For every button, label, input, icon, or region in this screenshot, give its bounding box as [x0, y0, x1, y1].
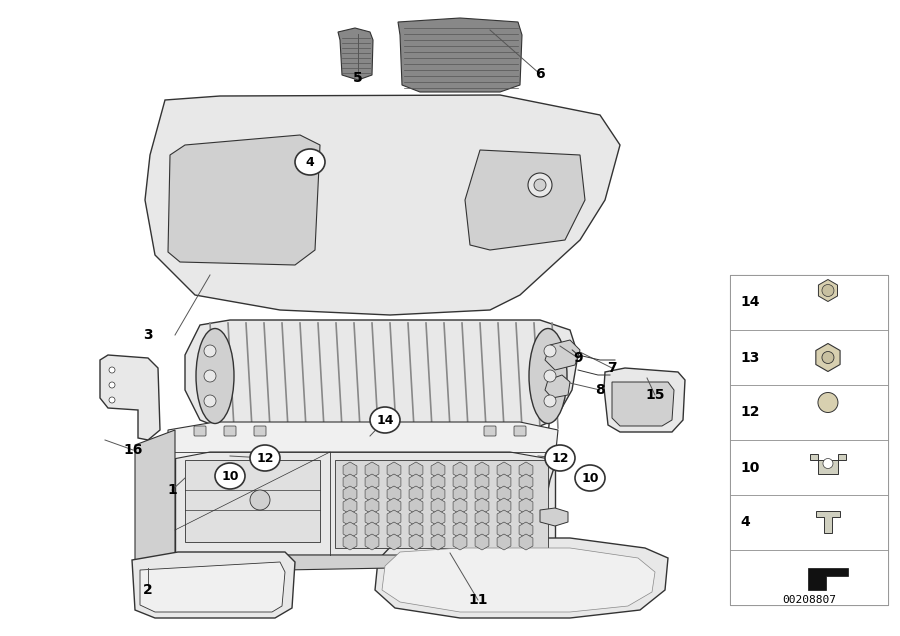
- Text: 1: 1: [167, 483, 177, 497]
- Bar: [730, 495, 888, 550]
- Text: 9: 9: [573, 351, 583, 365]
- Bar: [730, 385, 888, 440]
- Circle shape: [822, 352, 834, 364]
- Text: 2: 2: [143, 583, 153, 597]
- Circle shape: [204, 370, 216, 382]
- Ellipse shape: [370, 407, 400, 433]
- Polygon shape: [168, 135, 320, 265]
- Bar: [730, 275, 888, 330]
- Text: 10: 10: [740, 460, 760, 474]
- Polygon shape: [185, 460, 320, 542]
- Polygon shape: [140, 562, 285, 612]
- Polygon shape: [175, 430, 555, 555]
- FancyBboxPatch shape: [194, 426, 206, 436]
- Circle shape: [822, 284, 834, 296]
- Circle shape: [109, 367, 115, 373]
- Polygon shape: [545, 375, 570, 398]
- Polygon shape: [382, 548, 655, 612]
- Polygon shape: [335, 460, 548, 548]
- Polygon shape: [100, 355, 160, 440]
- Circle shape: [544, 395, 556, 407]
- Circle shape: [544, 370, 556, 382]
- Polygon shape: [612, 382, 674, 426]
- Polygon shape: [540, 508, 568, 526]
- Polygon shape: [145, 95, 620, 315]
- Ellipse shape: [196, 329, 234, 424]
- Polygon shape: [808, 567, 848, 590]
- Polygon shape: [135, 555, 555, 572]
- Text: 14: 14: [740, 296, 760, 310]
- Text: 11: 11: [468, 593, 488, 607]
- Text: 4: 4: [306, 155, 314, 169]
- FancyBboxPatch shape: [224, 426, 236, 436]
- Text: 5: 5: [353, 71, 363, 85]
- Ellipse shape: [575, 465, 605, 491]
- Polygon shape: [545, 340, 580, 370]
- Circle shape: [204, 345, 216, 357]
- Text: 10: 10: [221, 469, 239, 483]
- Text: 16: 16: [123, 443, 143, 457]
- Bar: [730, 550, 888, 605]
- Polygon shape: [465, 150, 585, 250]
- Ellipse shape: [295, 149, 325, 175]
- Text: 12: 12: [551, 452, 569, 464]
- Circle shape: [528, 173, 552, 197]
- Polygon shape: [185, 320, 578, 432]
- Circle shape: [544, 345, 556, 357]
- Text: 3: 3: [143, 328, 153, 342]
- Polygon shape: [338, 28, 373, 80]
- Ellipse shape: [529, 329, 567, 424]
- Ellipse shape: [250, 445, 280, 471]
- Ellipse shape: [215, 463, 245, 489]
- Text: 8: 8: [595, 383, 605, 397]
- Circle shape: [250, 490, 270, 510]
- Text: 12: 12: [740, 406, 760, 420]
- Text: 14: 14: [376, 413, 394, 427]
- Circle shape: [109, 397, 115, 403]
- FancyBboxPatch shape: [254, 426, 266, 436]
- Polygon shape: [375, 538, 668, 618]
- Ellipse shape: [545, 445, 575, 471]
- Polygon shape: [604, 368, 685, 432]
- Text: 7: 7: [608, 361, 616, 375]
- Circle shape: [534, 179, 546, 191]
- Text: 12: 12: [256, 452, 274, 464]
- Circle shape: [823, 459, 833, 469]
- Circle shape: [109, 382, 115, 388]
- Circle shape: [818, 392, 838, 413]
- FancyBboxPatch shape: [514, 426, 526, 436]
- Polygon shape: [168, 422, 558, 460]
- Text: 10: 10: [581, 471, 598, 485]
- Polygon shape: [398, 18, 522, 92]
- Bar: [730, 440, 888, 495]
- FancyBboxPatch shape: [484, 426, 496, 436]
- Text: 00208807: 00208807: [782, 595, 836, 605]
- Polygon shape: [135, 430, 175, 565]
- Circle shape: [204, 395, 216, 407]
- Text: 13: 13: [740, 350, 760, 364]
- Bar: [730, 275, 888, 605]
- Polygon shape: [132, 552, 295, 618]
- Bar: [730, 330, 888, 385]
- Text: 6: 6: [536, 67, 544, 81]
- Polygon shape: [816, 511, 840, 532]
- Text: 4: 4: [740, 516, 750, 530]
- Text: 15: 15: [645, 388, 665, 402]
- Polygon shape: [810, 453, 846, 473]
